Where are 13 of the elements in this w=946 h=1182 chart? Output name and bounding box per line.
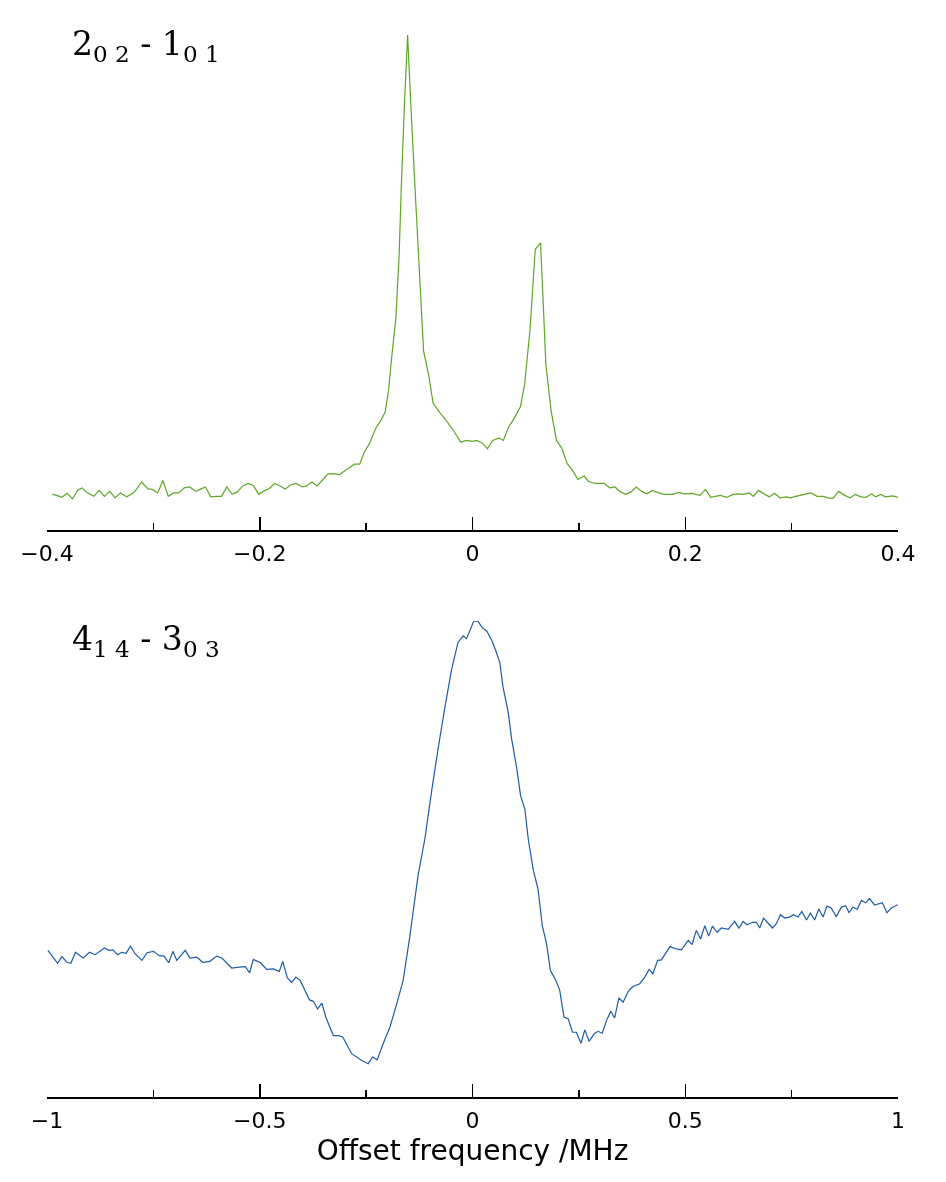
x-tick-label: −1 (30, 1107, 64, 1133)
x-tick-label: −0.2 (233, 540, 287, 566)
x-tick-label: −0.5 (233, 1107, 287, 1133)
chart-title: 2$_{0 2}$ - 1$_{0 1}$ (72, 24, 220, 68)
x-axis-title: Offset frequency /MHz (316, 1133, 629, 1167)
chart-title: 4$_{1 4}$ - 3$_{0 3}$ (72, 619, 220, 663)
x-tick-label: 0.5 (667, 1107, 703, 1133)
x-tick-label: 0.4 (880, 540, 916, 566)
x-tick-label: 0 (465, 540, 480, 566)
x-tick-label: 0.2 (667, 540, 703, 566)
x-tick-label: −0.4 (20, 540, 74, 566)
x-tick-label: 1 (891, 1107, 905, 1133)
x-tick-label: 0 (465, 1107, 480, 1133)
